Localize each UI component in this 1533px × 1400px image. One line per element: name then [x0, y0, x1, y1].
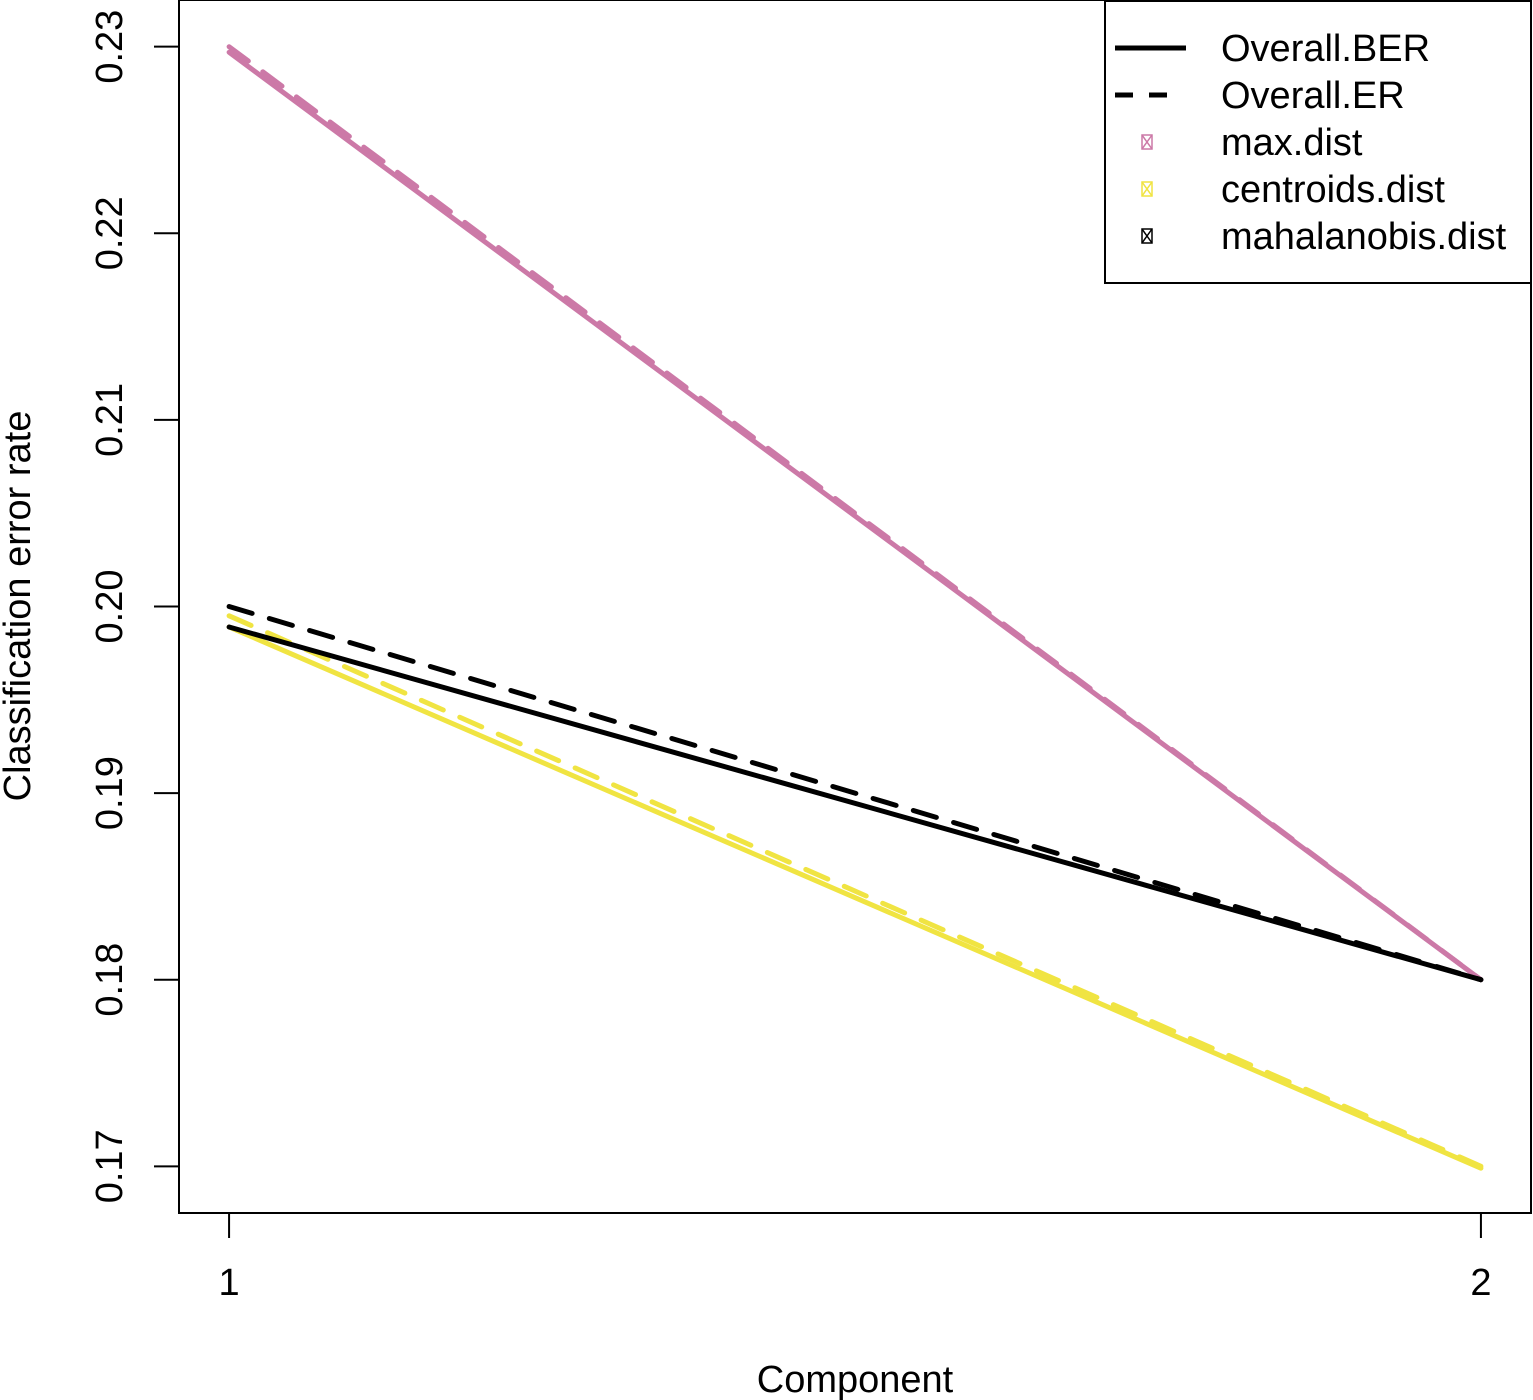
y-tick-label: 0.18: [89, 943, 131, 1017]
y-tick-label: 0.21: [89, 383, 131, 457]
legend-marker-icon: [1141, 228, 1153, 244]
y-axis-title: Classification error rate: [0, 411, 39, 802]
legend: Overall.BER Overall.ER max.dist centroids.d…: [1104, 0, 1532, 284]
y-tick-label: 0.23: [89, 10, 131, 84]
y-axis: 0.17 0.18 0.19 0.20 0.21 0.22 0.23: [89, 10, 180, 1203]
y-tick-label: 0.22: [89, 196, 131, 270]
series-line-centroids-dist-overall-ber: [226, 624, 1484, 1171]
legend-item: max.dist: [1141, 122, 1363, 164]
legend-label: centroids.dist: [1221, 169, 1445, 211]
legend-item: centroids.dist: [1141, 169, 1445, 211]
x-tick-label: 1: [219, 1262, 240, 1304]
legend-item: Overall.BER: [1115, 28, 1430, 70]
series-layer: [226, 44, 1484, 1171]
legend-label: Overall.BER: [1221, 28, 1430, 70]
x-tick-label: 2: [1470, 1262, 1491, 1304]
legend-item: mahalanobis.dist: [1141, 216, 1507, 258]
legend-marker-icon: [1141, 134, 1153, 150]
legend-label: Overall.ER: [1221, 75, 1405, 117]
y-tick-label: 0.20: [89, 570, 131, 644]
legend-label: mahalanobis.dist: [1221, 216, 1507, 258]
series-line-centroids-dist-overall-er: [226, 613, 1484, 1169]
x-axis-title: Component: [757, 1359, 954, 1400]
y-tick-label: 0.19: [89, 756, 131, 830]
series-line-max-dist-overall-er: [226, 44, 1484, 983]
y-tick-label: 0.17: [89, 1129, 131, 1203]
legend-label: max.dist: [1221, 122, 1363, 164]
legend-marker-icon: [1141, 181, 1153, 197]
series-line-mahalanobis-dist-overall-ber: [226, 624, 1484, 983]
series-line-mahalanobis-dist-overall-er: [226, 604, 1484, 983]
legend-item: Overall.ER: [1115, 75, 1405, 117]
